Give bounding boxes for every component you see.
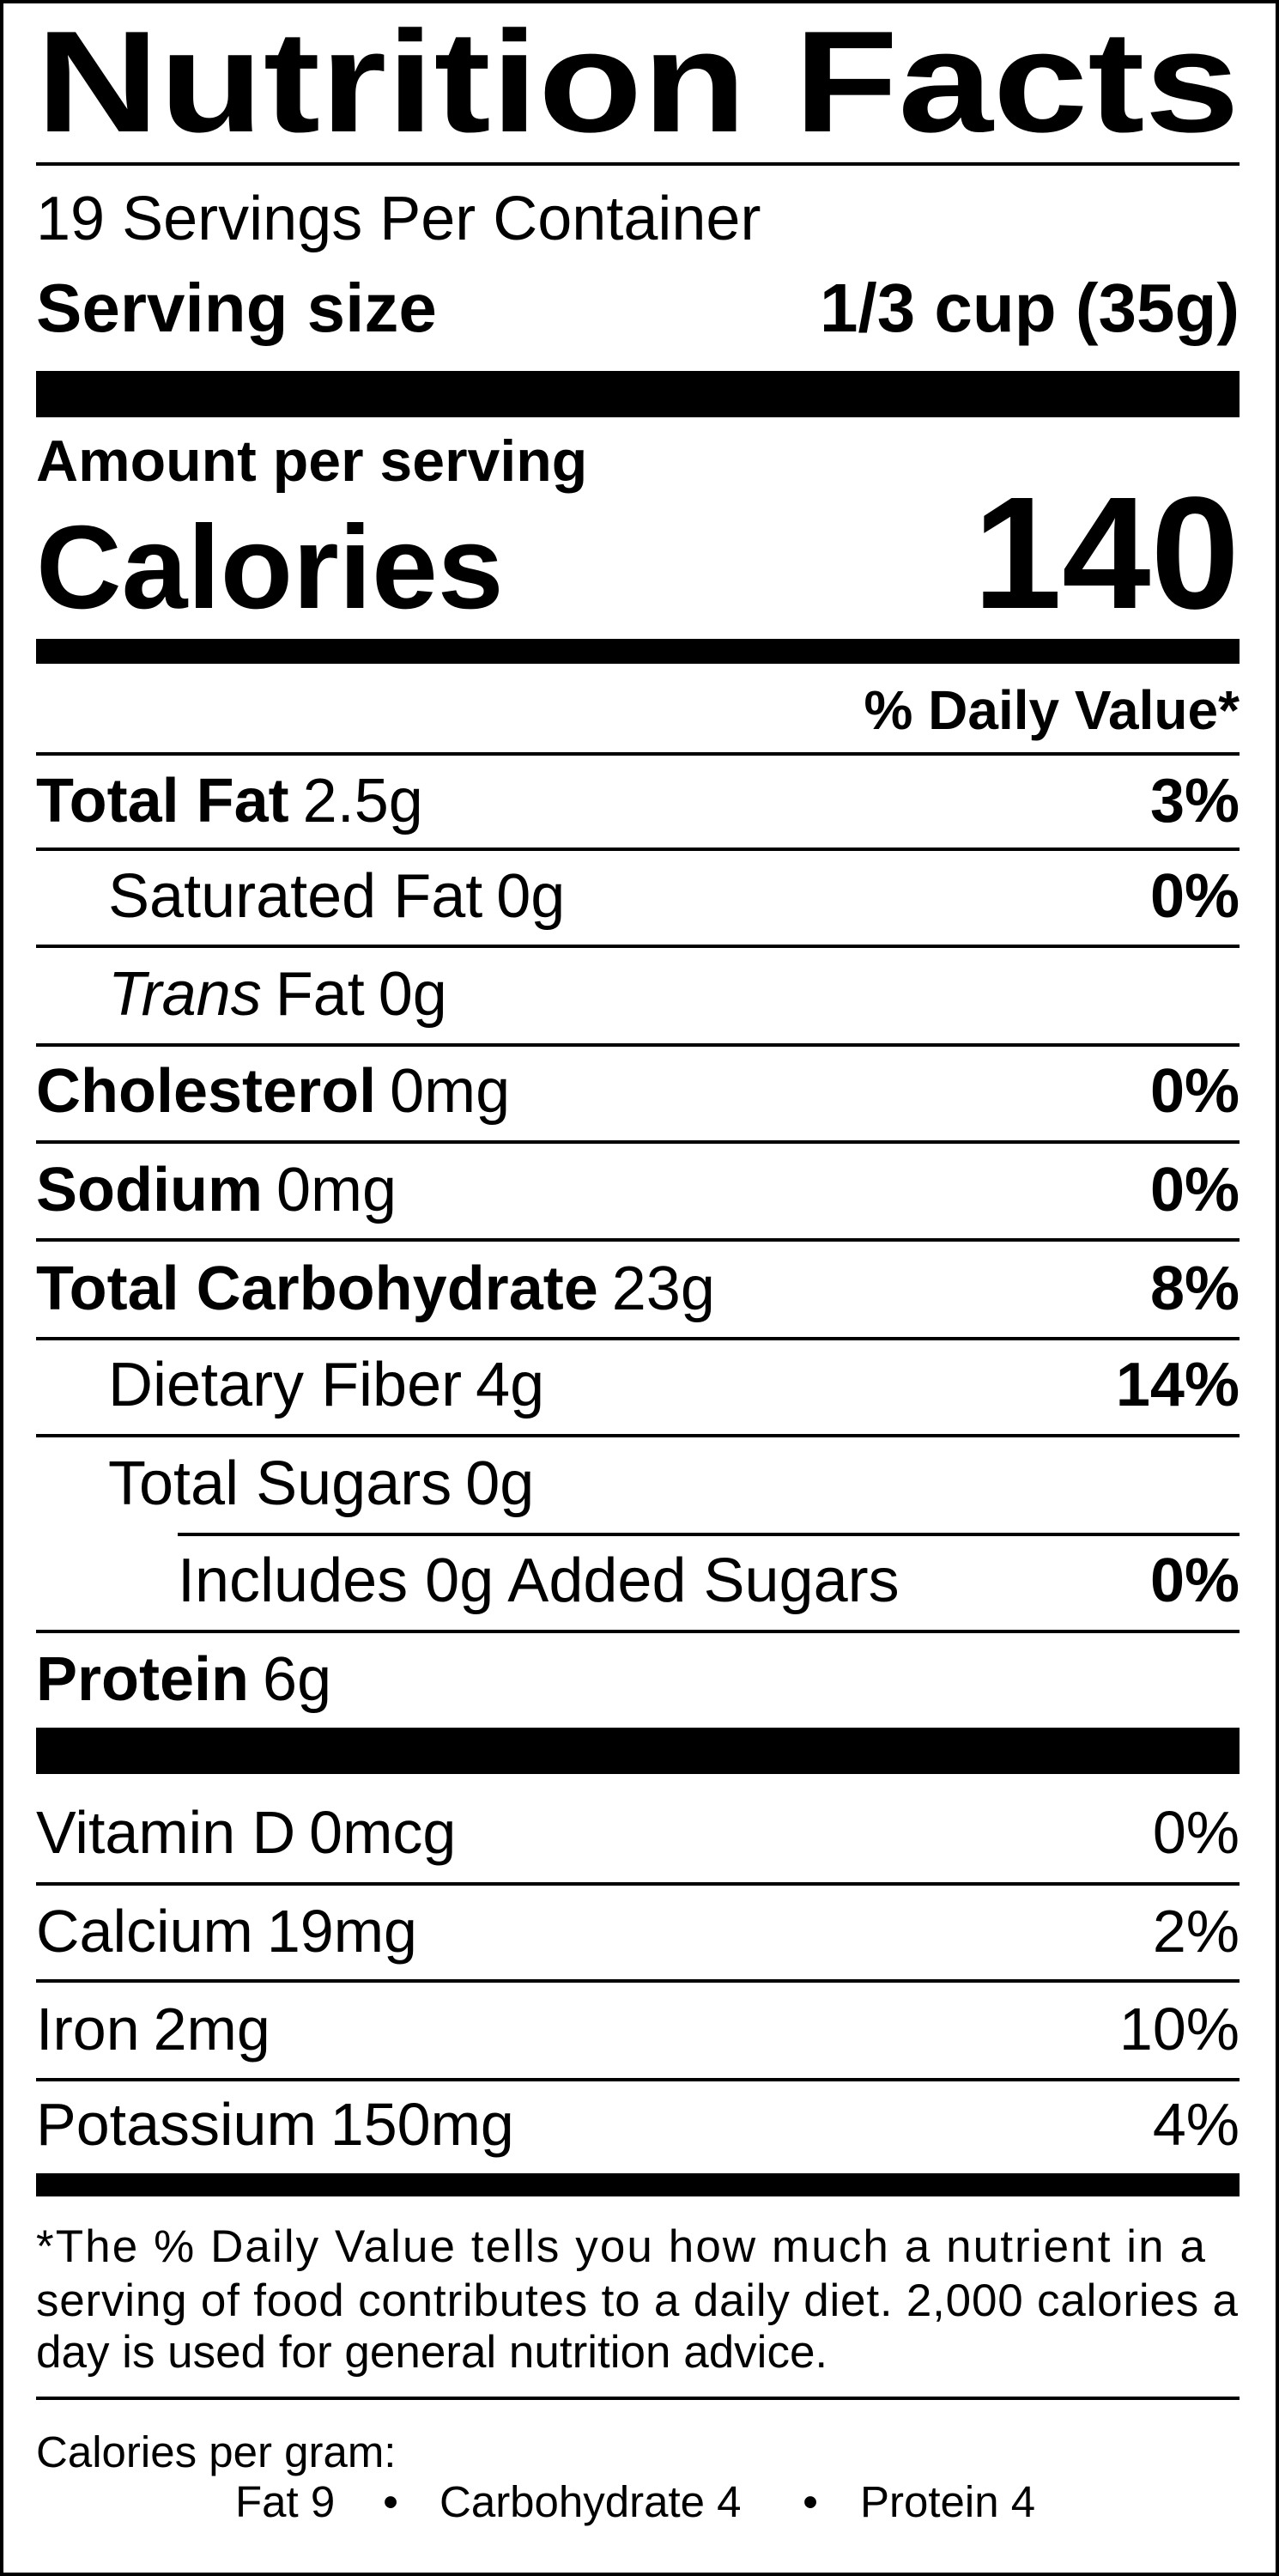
nutrient-name: Total Fat [36, 767, 289, 835]
calories-per-gram-item: Protein 4 [860, 2477, 1035, 2526]
nutrient-amount: 2.5g [303, 767, 423, 835]
serving-size-label: Serving size [36, 270, 437, 346]
nutrient: Total Sugars 0g [108, 1449, 534, 1518]
vitamin-name: Iron [36, 1996, 140, 2063]
footnote-line: serving of food contributes to a daily d… [36, 2275, 1239, 2326]
nutrient-amount: 0mg [390, 1057, 510, 1126]
nutrient: Saturated Fat 0g [108, 862, 565, 931]
nutrient-amount: 4g [476, 1351, 544, 1419]
serving-size: 1/3 cup (35g) [820, 270, 1240, 346]
calories-per-gram-item: Fat 9 [235, 2477, 335, 2526]
footnote-line: day is used for general nutrition advice… [36, 2327, 827, 2378]
daily-value: 0% [1150, 1156, 1240, 1224]
nutrient-name: Cholesterol [36, 1057, 376, 1126]
daily-value: 0% [1150, 1546, 1240, 1615]
footnote-line: *The % Daily Value tells you how much a … [36, 2221, 1206, 2272]
nutrient-name: Dietary Fiber [108, 1351, 462, 1419]
vitamin-amount: 0mcg [309, 1799, 456, 1866]
nutrient-name: Total Sugars [108, 1449, 452, 1518]
nutrient: Sodium 0mg [36, 1156, 397, 1224]
nutrient-amount: 0mg [276, 1156, 397, 1224]
vitamin-name: Potassium [36, 2091, 317, 2158]
vitamin: Vitamin D 0mcg [36, 1799, 456, 1866]
nutrient-name: Sodium [36, 1156, 263, 1224]
nutrient-name: Fat [276, 960, 365, 1029]
vitamin-name: Vitamin D [36, 1799, 295, 1866]
nutrient-amount: 0g [496, 862, 565, 931]
medium-bar [36, 639, 1240, 664]
vitamin-name: Calcium [36, 1898, 253, 1965]
daily-value: 4% [1153, 2091, 1240, 2158]
vitamin: Calcium 19mg [36, 1898, 417, 1965]
nutrient: Dietary Fiber 4g [108, 1351, 544, 1419]
calories-value: 140 [973, 465, 1240, 642]
nutrient: Total Fat 2.5g [36, 767, 423, 835]
nutrient-name: Total Carbohydrate [36, 1255, 598, 1323]
daily-value: 3% [1150, 767, 1240, 835]
nutrient: Cholesterol 0mg [36, 1057, 510, 1126]
calories-per-gram-label: Calories per gram: [36, 2427, 396, 2476]
vitamin-amount: 150mg [330, 2091, 514, 2158]
nutrient-name: Includes 0g Added Sugars [178, 1546, 900, 1615]
nutrient-amount: 0g [465, 1449, 534, 1518]
vitamin: Potassium 150mg [36, 2091, 514, 2158]
nutrient-amount: 0g [379, 960, 447, 1029]
nutrient: Total Carbohydrate 23g [36, 1255, 715, 1323]
nutrient-amount: 23g [612, 1255, 715, 1323]
daily-value: 2% [1153, 1898, 1240, 1965]
title: Nutrition Facts [36, 1, 1240, 162]
separator: • [383, 2477, 398, 2526]
calories-per-gram-item: Carbohydrate 4 [439, 2477, 742, 2526]
nutrient-amount: 6g [263, 1645, 331, 1714]
daily-value-header: % Daily Value* [864, 679, 1240, 741]
nutrient: Protein 6g [36, 1645, 331, 1714]
daily-value: 0% [1150, 1057, 1240, 1126]
daily-value: 0% [1153, 1799, 1240, 1866]
daily-value: 0% [1150, 862, 1240, 931]
nutrient-name: Protein [36, 1645, 249, 1714]
amount-per-serving: Amount per serving [36, 428, 587, 494]
servings: 19 Servings Per Container [36, 185, 761, 253]
calories-label: Calories [36, 501, 504, 634]
thick-bar [36, 371, 1240, 417]
vitamin-amount: 19mg [267, 1898, 417, 1965]
daily-value: 8% [1150, 1255, 1240, 1323]
vitamin-amount: 2mg [154, 1996, 270, 2063]
vitamin: Iron 2mg [36, 1996, 270, 2063]
nutrient-name: Saturated Fat [108, 862, 482, 931]
thick-bar [36, 1728, 1240, 1774]
daily-value: 14% [1116, 1351, 1240, 1419]
daily-value: 10% [1119, 1996, 1240, 2063]
medium-bar [36, 2173, 1240, 2196]
nutrient-name-italic: Trans [108, 960, 262, 1029]
separator: • [803, 2477, 818, 2526]
nutrient: Trans Fat 0g [108, 960, 447, 1029]
